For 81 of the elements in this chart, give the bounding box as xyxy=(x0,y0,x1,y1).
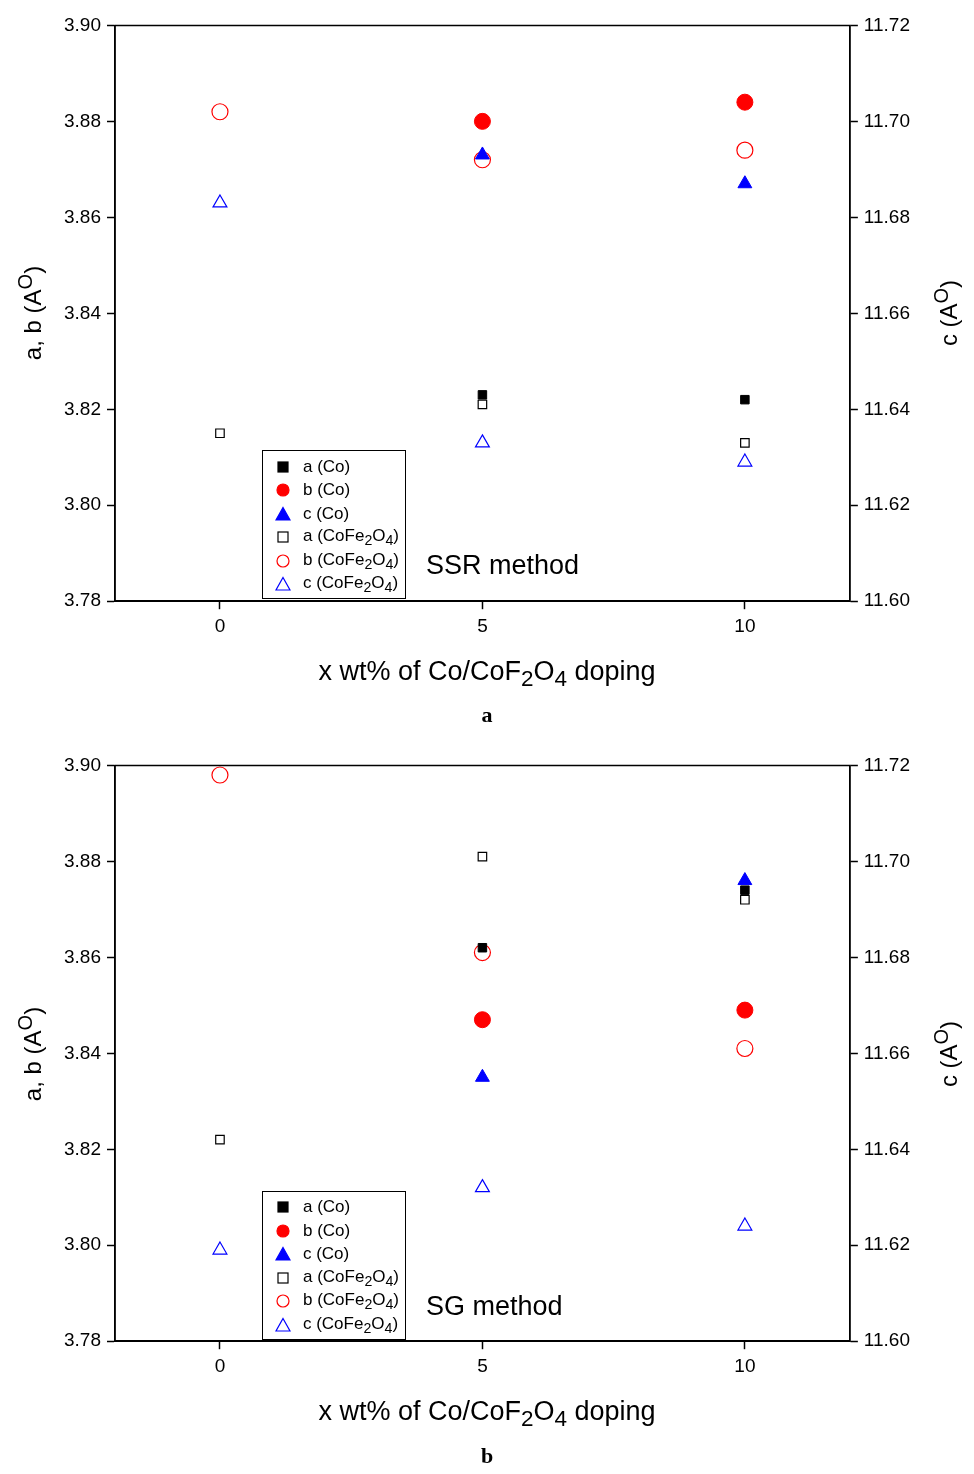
point xyxy=(737,175,753,189)
y-tick-label: 3.80 xyxy=(64,1233,101,1255)
point xyxy=(212,194,228,208)
point xyxy=(473,112,491,130)
point xyxy=(740,885,750,896)
y2-tick-label: 11.60 xyxy=(863,1329,910,1351)
y2-tick-label: 11.68 xyxy=(863,945,910,967)
y2-tick-label: 11.70 xyxy=(863,849,910,871)
y-tick-label: 3.80 xyxy=(64,493,101,515)
y2-tick-label: 11.68 xyxy=(863,205,910,227)
x-tick-label: 5 xyxy=(477,614,488,636)
point xyxy=(473,1011,491,1029)
point xyxy=(737,872,753,886)
y2-tick-label: 11.72 xyxy=(863,13,910,35)
point xyxy=(473,944,492,962)
point xyxy=(737,1217,753,1232)
legend-label: a (Co) xyxy=(302,1197,351,1218)
legend-label: c (Co) xyxy=(302,1244,350,1265)
y-tick-label: 3.84 xyxy=(64,301,102,323)
point xyxy=(740,438,750,448)
point xyxy=(474,146,490,160)
legend-label: b (Co) xyxy=(302,1220,351,1241)
y-tick-label: 3.90 xyxy=(64,754,101,776)
point xyxy=(211,103,229,121)
y2-tick-label: 11.70 xyxy=(863,109,910,131)
legend-label: c (Co) xyxy=(302,503,350,524)
y-tick-label: 3.82 xyxy=(64,1137,101,1159)
point xyxy=(736,93,754,111)
y-tick-label: 3.90 xyxy=(64,13,101,35)
point xyxy=(211,766,229,784)
legend-label: b (Co) xyxy=(302,480,351,501)
y-tick-label: 3.88 xyxy=(64,849,101,871)
point xyxy=(736,141,754,159)
y-tick-label: 3.86 xyxy=(64,945,101,967)
annotation: SSR method xyxy=(426,550,580,582)
y-tick-label: 3.84 xyxy=(64,1041,102,1063)
point xyxy=(477,399,488,410)
point xyxy=(215,428,225,439)
point xyxy=(473,151,492,169)
point xyxy=(474,434,490,448)
y-tick-label: 3.78 xyxy=(64,1329,101,1351)
annotation: SG method xyxy=(426,1290,563,1322)
x-tick-label: 5 xyxy=(477,1355,488,1377)
y2-tick-label: 11.62 xyxy=(863,1233,910,1255)
point xyxy=(477,390,488,400)
x-tick-label: 0 xyxy=(214,1355,226,1377)
x-axis-title: x wt% of Co/CoF$_{2}$O$_{4}$ doping xyxy=(317,1396,657,1433)
y2-tick-label: 11.64 xyxy=(863,1137,911,1159)
y-tick-label: 3.78 xyxy=(64,589,101,611)
legend-label: c (CoFe$_{2}$O$_{4}$) xyxy=(302,573,399,596)
y2-tick-label: 11.64 xyxy=(863,397,911,419)
y2-tick-label: 11.62 xyxy=(863,493,910,515)
y-tick-label: 3.86 xyxy=(64,205,101,227)
y2-tick-label: 11.66 xyxy=(863,301,910,323)
point xyxy=(737,453,753,467)
point xyxy=(736,1002,754,1020)
point xyxy=(736,1040,754,1058)
point xyxy=(215,1135,225,1145)
y-tick-label: 3.82 xyxy=(64,397,101,419)
x-tick-label: 10 xyxy=(734,614,756,636)
point xyxy=(740,895,750,905)
legend-label: b (CoFe$_{2}$O$_{4}$) xyxy=(302,549,400,573)
text: b xyxy=(479,1442,495,1469)
point xyxy=(474,1069,490,1083)
x-axis-title: x wt% of Co/CoF$_{2}$O$_{4}$ doping xyxy=(317,656,657,693)
y2-tick-label: 11.72 xyxy=(863,754,910,776)
legend-label: c (CoFe$_{2}$O$_{4}$) xyxy=(302,1313,399,1337)
legend-label: a (CoFe$_{2}$O$_{4}$) xyxy=(302,1266,400,1290)
point xyxy=(474,1179,490,1193)
point xyxy=(477,852,488,862)
point xyxy=(212,1241,228,1256)
point xyxy=(740,394,750,405)
legend-label: a (Co) xyxy=(302,456,351,477)
y2-tick-label: 11.60 xyxy=(863,589,910,611)
x-tick-label: 10 xyxy=(734,1355,756,1377)
legend-label: a (CoFe$_{2}$O$_{4}$) xyxy=(302,526,400,549)
legend-label: b (CoFe$_{2}$O$_{4}$) xyxy=(302,1290,400,1313)
y-tick-label: 3.88 xyxy=(64,109,101,131)
y2-tick-label: 11.66 xyxy=(863,1041,910,1063)
x-tick-label: 0 xyxy=(214,614,226,636)
text: a xyxy=(480,702,494,729)
